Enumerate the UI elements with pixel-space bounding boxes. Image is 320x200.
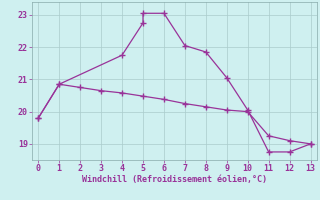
X-axis label: Windchill (Refroidissement éolien,°C): Windchill (Refroidissement éolien,°C) [82, 175, 267, 184]
